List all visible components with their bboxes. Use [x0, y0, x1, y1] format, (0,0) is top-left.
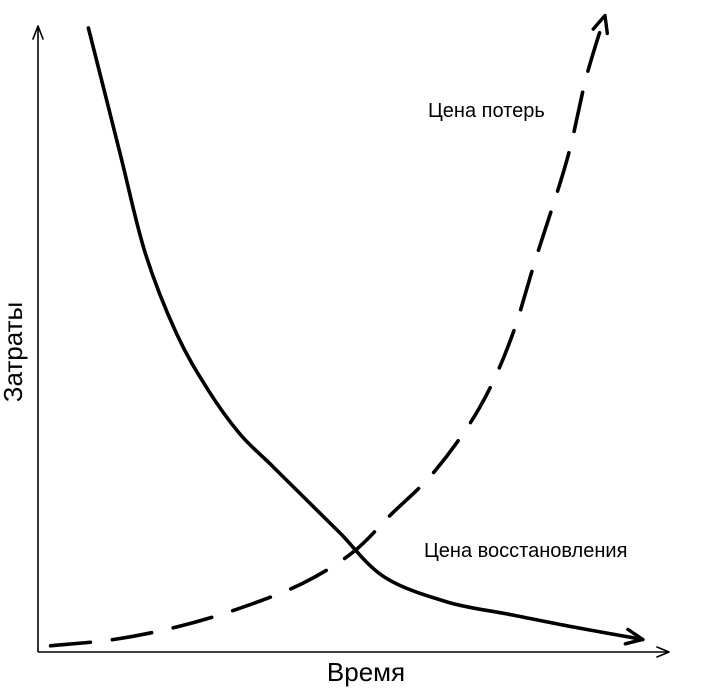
- y-axis-label: Затраты: [0, 302, 28, 402]
- series-layer: [48, 13, 645, 648]
- x-axis-arrow-icon: [656, 646, 670, 658]
- y-axis-arrow-icon: [32, 25, 44, 40]
- restoration-cost-arrow-icon: [623, 627, 645, 646]
- x-axis-label: Время: [327, 657, 405, 687]
- series-label-loss-cost: Цена потерь: [428, 100, 545, 122]
- series-line-loss-cost: [48, 13, 607, 648]
- loss-cost-arrow-icon: [591, 13, 609, 36]
- series-label-restoration-cost: Цена восстановления: [424, 540, 627, 562]
- axes: [32, 25, 670, 658]
- series-line-restoration-cost: [86, 26, 645, 642]
